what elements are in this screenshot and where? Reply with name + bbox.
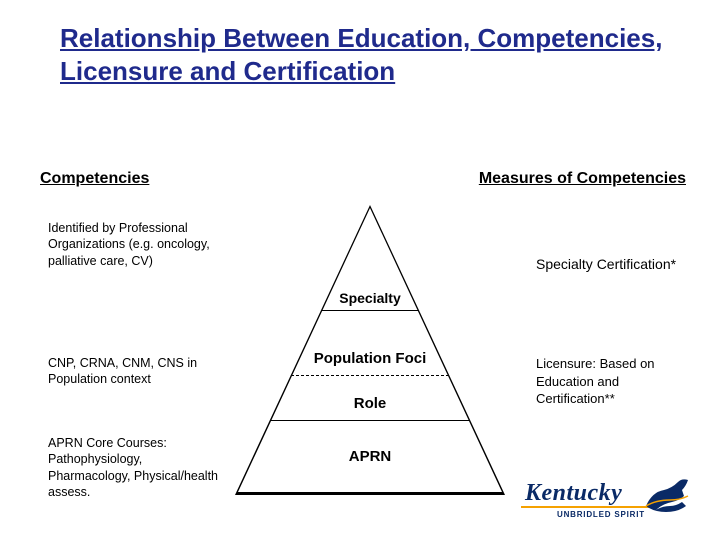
logo-wordmark: Kentucky xyxy=(525,480,622,507)
left-block-identified: Identified by Professional Organizations… xyxy=(48,220,218,269)
pyramid-tier-population-foci: Population Foci xyxy=(314,350,427,367)
left-block-population-context: CNP, CRNA, CNM, CNS in Population contex… xyxy=(48,355,218,388)
heading-measures: Measures of Competencies xyxy=(479,170,686,188)
horse-icon xyxy=(642,476,692,516)
right-block-licensure: Licensure: Based on Education and Certif… xyxy=(536,355,686,408)
logo-accent-line xyxy=(521,506,649,508)
logo-tagline: UNBRIDLED SPIRIT xyxy=(557,510,645,519)
pyramid-divider-1 xyxy=(291,375,449,376)
page-title: Relationship Between Education, Competen… xyxy=(60,22,680,87)
pyramid-tier-role: Role xyxy=(354,395,387,412)
pyramid-divider-0 xyxy=(321,310,419,311)
left-block-core-courses: APRN Core Courses: Pathophysiology, Phar… xyxy=(48,435,218,500)
pyramid-tier-aprn: APRN xyxy=(349,448,392,465)
right-block-specialty-cert: Specialty Certification* xyxy=(536,255,686,274)
kentucky-logo: Kentucky UNBRIDLED SPIRIT xyxy=(517,474,692,532)
heading-competencies: Competencies xyxy=(40,170,149,188)
pyramid-diagram: Specialty Population Foci Role APRN xyxy=(235,205,505,495)
pyramid-divider-2 xyxy=(270,420,470,421)
pyramid-tier-specialty: Specialty xyxy=(339,290,400,306)
